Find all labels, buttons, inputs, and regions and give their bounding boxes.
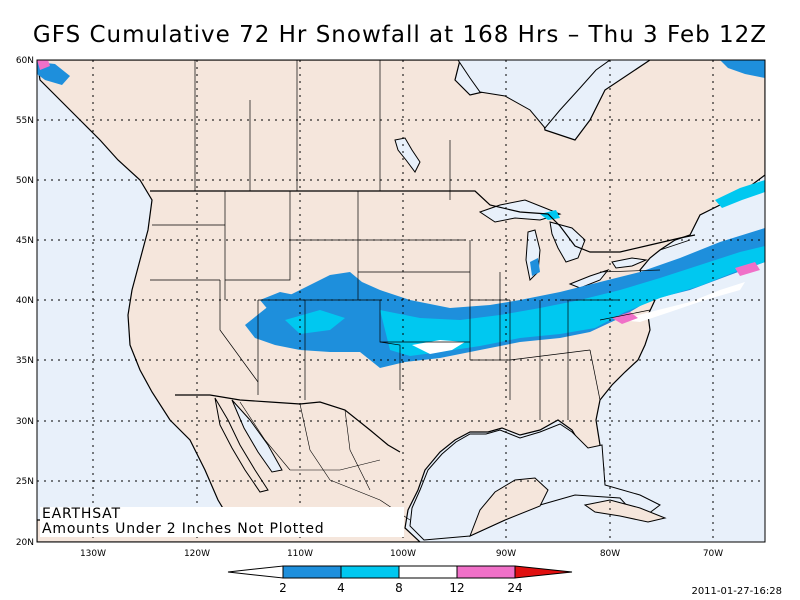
credit-source: EARTHSAT: [42, 506, 121, 522]
yucatan: [469, 477, 549, 537]
cuba: [583, 499, 667, 523]
longitude-labels: 130W 120W 110W 100W 90W 80W 70W: [80, 549, 723, 559]
province-boundaries: [194, 60, 451, 200]
state-boundaries: [150, 191, 691, 420]
snow-lake-superior: [540, 210, 560, 220]
legend-bin-2-4: [282, 565, 342, 579]
legend-bin-over-24: [514, 565, 573, 579]
us-mexico-border: [175, 394, 401, 453]
lat-label: 45N: [16, 236, 34, 246]
legend-tick: 24: [507, 581, 522, 595]
legend-tick: 8: [395, 581, 403, 595]
map-frame: [36, 59, 766, 543]
legend-bin-8-12: [398, 565, 458, 579]
gulf-of-california: [231, 399, 283, 473]
legend-bin-12-24: [456, 565, 516, 579]
lake-superior: [478, 199, 562, 223]
credit-note: Amounts Under 2 Inches Not Plotted: [42, 521, 325, 537]
latitude-labels: 60N 55N 50N 45N 40N 35N 30N 25N 20N: [16, 56, 34, 548]
lat-label: 60N: [16, 56, 34, 66]
legend-bin-4-8: [340, 565, 400, 579]
legend-tick: 12: [449, 581, 464, 595]
lon-label: 80W: [600, 549, 620, 559]
lat-label: 40N: [16, 296, 34, 306]
snow-2to4-central: [245, 228, 765, 368]
lon-label: 110W: [287, 549, 313, 559]
legend-bin-under-2: [227, 565, 284, 579]
color-legend: 2 4 8 12 24: [227, 565, 573, 595]
lat-label: 25N: [16, 477, 34, 487]
legend-tick: 2: [279, 581, 287, 595]
timestamp: 2011-01-27-16:28: [691, 586, 782, 597]
lon-label: 90W: [496, 549, 516, 559]
credit-box: EARTHSAT Amounts Under 2 Inches Not Plot…: [40, 507, 404, 537]
lake-erie: [568, 268, 610, 289]
snow-8to12-mid-atlantic: [620, 282, 745, 322]
hudson-bay: [457, 60, 611, 129]
lat-label: 55N: [16, 116, 34, 126]
snowfall-layer: [37, 60, 765, 368]
snow-4to8-central: [380, 246, 765, 356]
lat-label: 35N: [16, 356, 34, 366]
snow-quebec: [715, 180, 765, 208]
snow-michigan: [530, 258, 540, 276]
lake-ontario: [611, 257, 648, 269]
graticule: [37, 60, 765, 542]
lat-label: 50N: [16, 176, 34, 186]
snow-nw-canada-pink: [37, 60, 50, 70]
us-canada-border: [150, 190, 696, 253]
snow-12to24-northeast: [735, 262, 760, 276]
snow-2to4-west: [260, 292, 300, 312]
lat-label: 20N: [16, 538, 34, 548]
lake-winnipeg: [394, 137, 421, 173]
lake-huron: [549, 221, 586, 263]
lon-label: 100W: [390, 549, 416, 559]
lat-label: 30N: [16, 417, 34, 427]
lon-label: 70W: [703, 549, 723, 559]
mexico-boundaries: [239, 401, 411, 521]
lon-label: 130W: [80, 549, 106, 559]
lon-label: 120W: [184, 549, 210, 559]
map-title: GFS Cumulative 72 Hr Snowfall at 168 Hrs…: [32, 22, 768, 48]
snow-ne-canada: [720, 60, 765, 78]
legend-tick: 4: [337, 581, 345, 595]
snow-8to12-core: [412, 340, 465, 354]
snow-12to24-mid-atlantic: [612, 312, 638, 324]
baja-california: [214, 397, 269, 493]
